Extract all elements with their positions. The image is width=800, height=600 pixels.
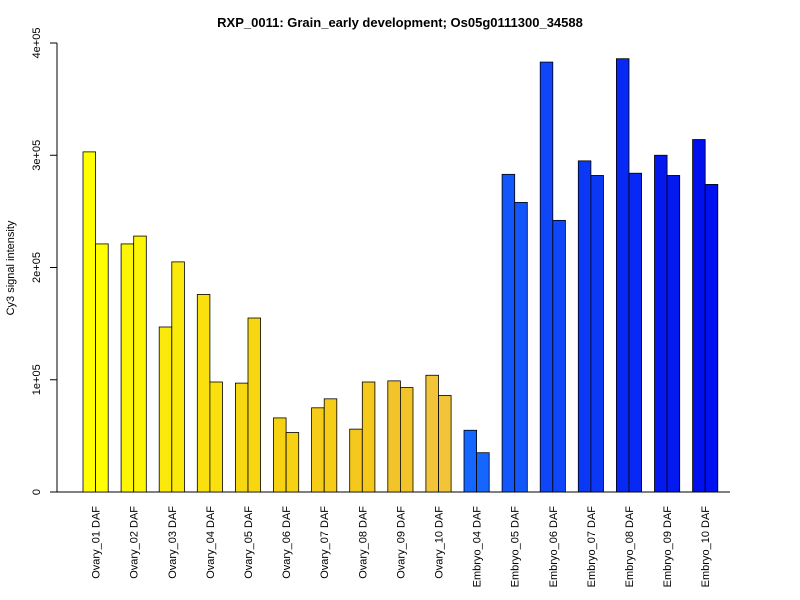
bar	[399, 387, 414, 493]
x-tick-label: Ovary_08 DAF	[357, 506, 369, 579]
bar	[616, 58, 630, 493]
y-axis-label: Cy3 signal intensity	[5, 220, 17, 315]
bar	[425, 374, 439, 493]
x-tick-label: Embryo_07 DAF	[586, 506, 598, 588]
chart-title: RXP_0011: Grain_early development; Os05g…	[217, 15, 583, 30]
bar	[120, 243, 135, 493]
bar	[133, 235, 147, 493]
bar	[590, 175, 604, 493]
bar	[247, 317, 262, 493]
x-tick-label: Ovary_10 DAF	[434, 506, 446, 579]
x-tick-label: Embryo_08 DAF	[624, 506, 636, 588]
bar	[692, 139, 706, 493]
bar	[196, 294, 211, 493]
bar	[501, 173, 516, 493]
x-tick-label: Ovary_06 DAF	[281, 506, 293, 579]
x-tick-label: Ovary_02 DAF	[129, 506, 141, 579]
x-tick-label: Embryo_10 DAF	[700, 506, 712, 588]
bar	[476, 452, 490, 493]
y-tick-label: 0	[31, 489, 43, 495]
x-tick-labels: Ovary_01 DAF Ovary_02 DAF Ovary_03 DAF Ovar…	[91, 506, 713, 588]
bar	[387, 380, 401, 493]
bar	[666, 175, 681, 493]
bar	[171, 261, 185, 493]
x-tick-label: Ovary_09 DAF	[395, 506, 407, 579]
bar	[704, 184, 719, 493]
bar	[158, 326, 173, 493]
bar	[234, 382, 249, 493]
bar	[628, 172, 643, 493]
bar	[82, 151, 97, 493]
x-tick-label: Ovary_07 DAF	[319, 506, 331, 579]
bar	[577, 160, 592, 493]
x-tick-label: Ovary_04 DAF	[205, 506, 217, 579]
x-tick-label: Embryo_04 DAF	[472, 506, 484, 588]
bars	[82, 58, 719, 493]
bar	[654, 154, 668, 493]
y-tick-label: 2e+05	[31, 252, 43, 283]
bar	[539, 61, 554, 493]
x-tick-label: Embryo_06 DAF	[548, 506, 560, 588]
bar	[361, 381, 376, 493]
bar	[273, 417, 287, 493]
y-tick-label: 1e+05	[31, 364, 43, 395]
bar	[95, 243, 109, 493]
y-tick-label: 4e+05	[31, 28, 43, 59]
bar	[552, 219, 566, 493]
x-tick-label: Ovary_05 DAF	[243, 506, 255, 579]
x-tick-label: Embryo_05 DAF	[510, 506, 522, 588]
bar	[285, 432, 300, 493]
x-tick-label: Ovary_03 DAF	[167, 506, 179, 579]
x-tick-label: Embryo_09 DAF	[662, 506, 674, 588]
bar	[349, 428, 363, 493]
bar	[438, 395, 452, 493]
bar	[311, 407, 325, 493]
bar	[463, 429, 478, 493]
bar	[209, 381, 223, 493]
x-tick-label: Ovary_01 DAF	[91, 506, 103, 579]
y-tick-label: 3e+05	[31, 140, 43, 171]
y-ticks: 0 1e+05 2e+05 3e+05 4e+05	[31, 28, 57, 495]
bar	[323, 398, 338, 493]
bar	[514, 201, 528, 493]
